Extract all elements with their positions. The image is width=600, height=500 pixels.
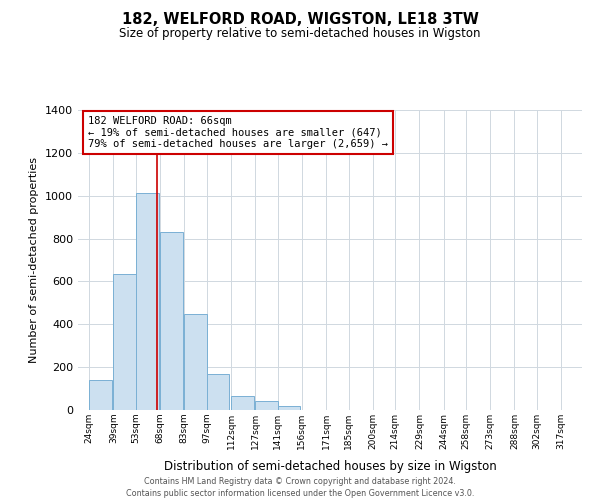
Bar bbox=[89, 380, 112, 410]
Bar bbox=[231, 396, 254, 410]
Text: Contains public sector information licensed under the Open Government Licence v3: Contains public sector information licen… bbox=[126, 489, 474, 498]
Bar bbox=[160, 232, 182, 410]
Bar bbox=[255, 401, 278, 410]
Bar bbox=[184, 314, 207, 410]
Bar bbox=[136, 193, 158, 410]
Bar bbox=[278, 406, 300, 410]
Text: Size of property relative to semi-detached houses in Wigston: Size of property relative to semi-detach… bbox=[119, 28, 481, 40]
Bar bbox=[207, 374, 229, 410]
Text: 182 WELFORD ROAD: 66sqm
← 19% of semi-detached houses are smaller (647)
79% of s: 182 WELFORD ROAD: 66sqm ← 19% of semi-de… bbox=[88, 116, 388, 149]
Y-axis label: Number of semi-detached properties: Number of semi-detached properties bbox=[29, 157, 40, 363]
Text: Contains HM Land Registry data © Crown copyright and database right 2024.: Contains HM Land Registry data © Crown c… bbox=[144, 478, 456, 486]
Text: 182, WELFORD ROAD, WIGSTON, LE18 3TW: 182, WELFORD ROAD, WIGSTON, LE18 3TW bbox=[122, 12, 478, 28]
X-axis label: Distribution of semi-detached houses by size in Wigston: Distribution of semi-detached houses by … bbox=[164, 460, 496, 473]
Bar bbox=[113, 274, 136, 410]
